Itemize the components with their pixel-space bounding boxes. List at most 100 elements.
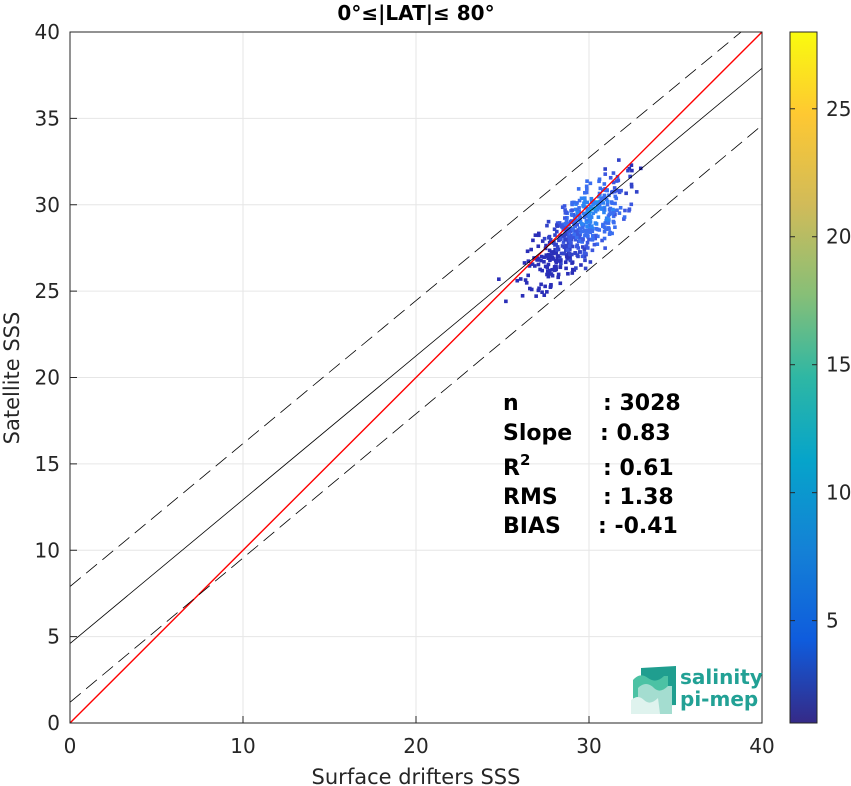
- density-cell: [518, 277, 523, 281]
- density-cell: [545, 290, 549, 294]
- density-cell: [615, 188, 620, 193]
- density-cell: [584, 190, 589, 195]
- density-cell: [583, 199, 587, 204]
- density-cell: [582, 204, 586, 209]
- density-cell: [617, 211, 622, 215]
- density-cell: [584, 231, 588, 235]
- density-cell: [595, 227, 600, 232]
- density-cell: [537, 233, 541, 238]
- density-cell: [529, 287, 534, 292]
- density-cell: [564, 220, 569, 224]
- density-cell: [545, 272, 549, 277]
- density-cell: [556, 272, 561, 277]
- density-cell: [598, 199, 603, 204]
- density-cell: [565, 215, 569, 220]
- stat-superscript: 2: [520, 451, 530, 469]
- density-cell: [562, 251, 566, 256]
- density-cell: [556, 254, 560, 258]
- density-cell: [542, 236, 547, 241]
- density-cell: [550, 273, 555, 278]
- density-cell: [520, 293, 525, 298]
- density-cell: [522, 261, 527, 265]
- density-cell: [575, 201, 579, 205]
- density-cell: [530, 262, 535, 266]
- density-cell: [550, 267, 554, 272]
- density-cell: [558, 265, 563, 270]
- density-cell: [624, 191, 628, 196]
- density-cell: [542, 293, 547, 297]
- density-cell: [528, 286, 532, 291]
- density-cell: [570, 267, 575, 272]
- density-cell: [560, 244, 565, 248]
- density-cell: [576, 187, 581, 191]
- density-cell: [612, 189, 617, 194]
- density-cell: [563, 260, 568, 265]
- density-cell: [565, 226, 569, 231]
- density-cell: [544, 243, 548, 248]
- density-cell: [536, 244, 541, 249]
- y-tick-label: 5: [47, 625, 60, 649]
- density-cell: [555, 224, 560, 228]
- density-cell: [542, 260, 546, 264]
- stat-value: : 0.61: [603, 456, 674, 481]
- density-cell: [576, 246, 581, 250]
- density-cell: [602, 194, 607, 198]
- density-cell: [568, 258, 573, 263]
- density-cell: [585, 228, 590, 233]
- density-cell: [603, 172, 608, 176]
- density-cell: [537, 286, 541, 291]
- density-cell: [567, 244, 572, 248]
- density-cell: [581, 225, 585, 230]
- density-cell: [526, 273, 531, 278]
- density-cell: [570, 200, 574, 205]
- density-cell: [585, 200, 590, 205]
- density-cell: [587, 223, 592, 228]
- colorbar-tick-label: 10: [826, 481, 851, 505]
- density-cell: [600, 188, 605, 192]
- density-cell: [568, 238, 572, 243]
- density-cell: [551, 257, 556, 261]
- density-cell: [546, 274, 551, 279]
- colorbar: [789, 31, 818, 724]
- y-tick-label: 20: [35, 366, 60, 390]
- density-cell: [504, 299, 508, 304]
- stat-value: : 0.83: [600, 421, 671, 446]
- density-cell: [538, 267, 542, 272]
- density-cell: [542, 255, 546, 260]
- stat-value: : 3028: [603, 391, 681, 416]
- density-cell: [570, 244, 575, 249]
- density-cell: [586, 234, 590, 239]
- density-cell: [610, 231, 614, 236]
- density-cell: [552, 227, 557, 232]
- density-cell: [567, 251, 572, 256]
- density-cell: [553, 243, 557, 247]
- density-cell: [609, 190, 614, 195]
- density-cell: [573, 251, 578, 256]
- density-cell: [563, 237, 568, 242]
- density-cell: [601, 201, 606, 205]
- density-cell: [577, 206, 581, 210]
- density-cell: [585, 224, 589, 229]
- density-cell: [583, 214, 588, 218]
- density-cell: [627, 166, 632, 171]
- y-axis-label: Satellite SSS: [0, 312, 24, 445]
- density-cell: [604, 216, 609, 221]
- regression-line: [70, 67, 762, 644]
- density-cell: [613, 201, 617, 206]
- density-cell: [584, 220, 589, 225]
- x-tick-label: 0: [64, 734, 77, 758]
- density-cell: [560, 205, 565, 210]
- density-cell: [608, 230, 612, 235]
- density-cell: [594, 222, 599, 226]
- density-cell: [580, 240, 584, 244]
- density-cell: [554, 248, 559, 252]
- density-cell: [558, 281, 563, 286]
- density-cell: [590, 233, 595, 238]
- density-cell: [549, 284, 553, 288]
- density-cell: [563, 222, 568, 226]
- density-cell: [559, 251, 564, 256]
- x-tick-label: 20: [403, 734, 428, 758]
- density-cell: [578, 227, 583, 232]
- density-cell: [578, 236, 582, 241]
- density-cell: [564, 252, 569, 257]
